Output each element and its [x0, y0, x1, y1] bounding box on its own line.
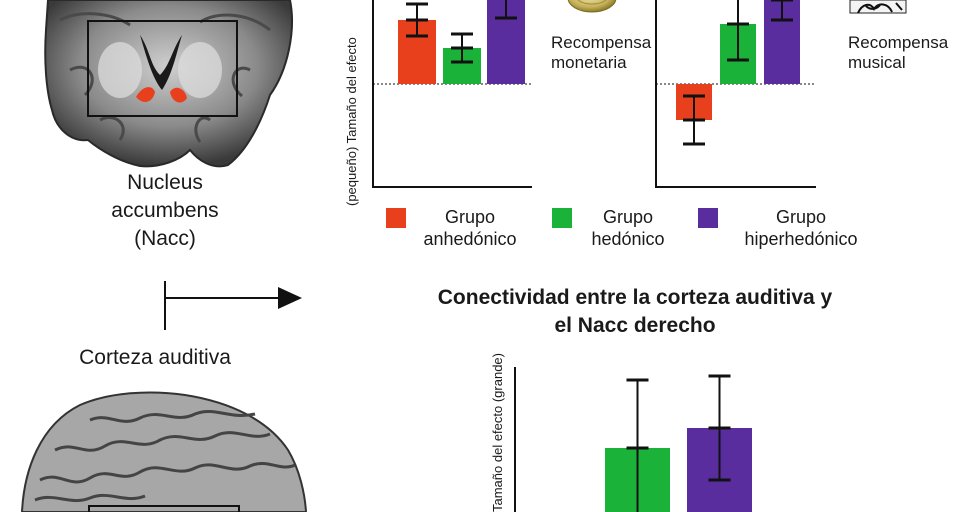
- nacc-label-line2: accumbens: [111, 199, 219, 222]
- legend-swatch-anhedonic: [386, 208, 406, 228]
- top-y-axis-label: (pequeño) Tamaño del efecto: [344, 37, 359, 206]
- connectivity-title-line1: Conectividad entre la corteza auditiva y: [437, 286, 833, 309]
- auditive-cortex-label: Corteza auditiva: [79, 346, 231, 369]
- legend-item-line1: Grupo: [775, 207, 827, 227]
- connectivity-title-line2: el Nacc derecho: [554, 314, 716, 337]
- nacc-label: Nucleus accumbens (Nacc): [85, 169, 245, 253]
- nacc-label-line1: Nucleus: [127, 171, 203, 194]
- auditive-roi-box: [88, 505, 240, 512]
- music-icon: [849, 0, 907, 14]
- legend-item-line1: Grupo: [444, 207, 496, 227]
- bars-layer: [398, 0, 800, 512]
- legend-item-line2: hedónico: [591, 229, 665, 249]
- connectivity-chart-title: Conectividad entre la corteza auditiva y…: [385, 284, 885, 340]
- legend-item-hedonic: Grupo hedónico: [575, 206, 681, 250]
- coronal-brain-slice: [44, 0, 293, 168]
- monetary-caption: Recompensa monetaria: [551, 33, 651, 73]
- legend-item-hyperhedonic: Grupo hiperhedónico: [730, 206, 872, 250]
- legend-item-line1: Grupo: [602, 207, 654, 227]
- monetary-caption-line2: monetaria: [551, 53, 627, 72]
- legend-item-line2: hiperhedónico: [744, 229, 858, 249]
- legend-swatch-hyperhedonic: [698, 208, 718, 228]
- legend-swatch-hedonic: [552, 208, 572, 228]
- legend-item-line2: anhedónico: [423, 229, 517, 249]
- musical-caption-line2: musical: [848, 53, 906, 72]
- musical-caption: Recompensa musical: [848, 33, 948, 73]
- coin-icon: [567, 0, 617, 13]
- surface-brain: [20, 391, 308, 512]
- nacc-label-line3: (Nacc): [134, 227, 196, 250]
- nacc-roi-box: [87, 20, 238, 117]
- connection-arrow: [164, 281, 302, 330]
- bottom-y-axis-label: Tamaño del efecto (grande): [490, 353, 505, 512]
- nacc-highlight: [136, 87, 187, 103]
- legend-item-anhedonic: Grupo anhedónico: [405, 206, 535, 250]
- musical-caption-line1: Recompensa: [848, 33, 949, 52]
- monetary-caption-line1: Recompensa: [551, 33, 652, 52]
